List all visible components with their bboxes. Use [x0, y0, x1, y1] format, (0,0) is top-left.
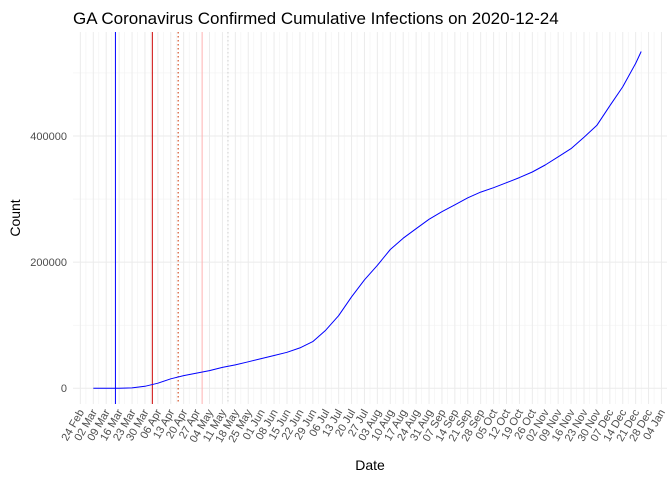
- y-tick-label: 0: [61, 383, 67, 395]
- reference-lines: [114, 32, 229, 404]
- y-tick-label: 200000: [30, 257, 67, 269]
- grid-minor: [73, 32, 667, 404]
- x-axis-title: Date: [355, 457, 385, 473]
- chart-title: GA Coronavirus Confirmed Cumulative Infe…: [73, 9, 559, 28]
- series-group: [93, 51, 642, 389]
- y-axis-title: Count: [7, 199, 23, 236]
- series-line: [93, 51, 642, 389]
- grid-major: [73, 32, 667, 404]
- y-tick-label: 400000: [30, 131, 67, 143]
- y-axis-ticks: 0 200000 400000: [30, 131, 67, 395]
